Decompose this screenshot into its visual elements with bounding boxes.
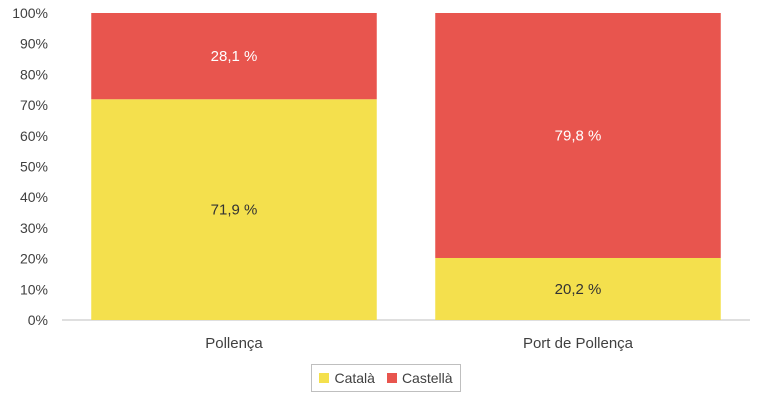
data-label: 71,9 % — [211, 202, 258, 219]
y-tick-label: 50% — [20, 159, 48, 175]
legend-item-catala: Català — [319, 370, 375, 386]
y-tick-label: 70% — [20, 97, 48, 113]
bar-segment-catala — [435, 257, 721, 320]
data-label: 20,2 % — [555, 281, 602, 298]
y-tick-label: 100% — [12, 5, 48, 21]
legend-label-catala: Català — [334, 370, 375, 386]
bar-segment-castella — [435, 13, 721, 258]
legend-item-castella: Castellà — [386, 370, 453, 386]
data-label: 79,8 % — [555, 127, 602, 144]
category-label: Port de Pollença — [523, 335, 634, 352]
y-tick-label: 30% — [20, 220, 48, 236]
category-label: Pollença — [205, 335, 263, 352]
y-tick-label: 60% — [20, 128, 48, 144]
bar-segment-catala — [91, 99, 377, 320]
legend-swatch-castella — [386, 373, 397, 383]
data-label: 28,1 % — [211, 48, 258, 65]
y-tick-label: 0% — [28, 312, 48, 328]
y-tick-label: 10% — [20, 281, 48, 297]
bars: 71,9 % 28,1 % 20,2 % 79,8 % — [91, 13, 721, 320]
legend-label-castella: Castellà — [401, 370, 453, 386]
y-tick-label: 20% — [20, 251, 48, 267]
y-tick-label: 80% — [20, 66, 48, 82]
legend-swatch-catala — [319, 373, 330, 383]
y-tick-label: 40% — [20, 189, 48, 205]
category-labels: Pollença Port de Pollença — [205, 335, 633, 352]
y-axis-ticks: 0% 10% 20% 30% 40% 50% 60% 70% 80% 90% 100% — [12, 5, 48, 328]
y-tick-label: 90% — [20, 36, 48, 52]
legend: Català Castellà — [311, 364, 461, 392]
bar-segment-castella — [91, 13, 377, 100]
